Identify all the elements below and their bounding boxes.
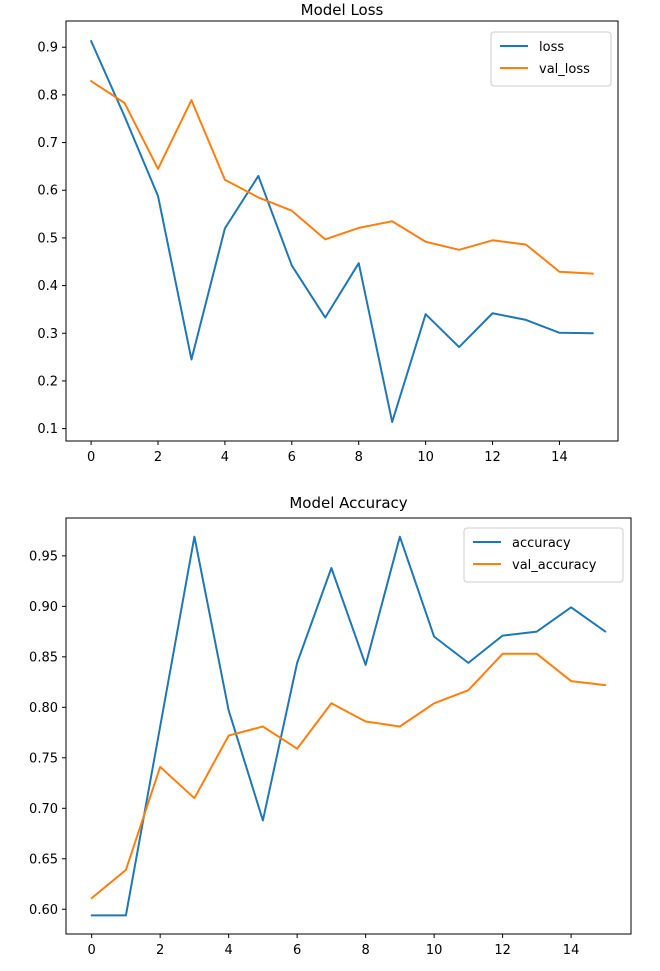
x-tick-label: 12 (494, 943, 511, 958)
x-tick-label: 6 (288, 450, 296, 465)
x-tick-label: 4 (225, 943, 233, 958)
x-tick-label: 2 (154, 450, 162, 465)
x-tick-label: 2 (156, 943, 164, 958)
series-line-val_loss (90, 80, 594, 275)
y-tick-label: 0.95 (29, 549, 58, 564)
y-tick-label: 0.70 (29, 802, 58, 817)
y-tick-label: 0.1 (37, 422, 58, 437)
x-tick-label: 4 (221, 450, 229, 465)
legend-label-val_loss: val_loss (539, 62, 590, 77)
plot-frame (65, 20, 619, 442)
y-tick-label: 0.60 (29, 903, 58, 918)
y-tick-label: 0.4 (37, 279, 58, 294)
series-line-loss (90, 40, 594, 423)
legend-label-val_accuracy: val_accuracy (512, 558, 597, 573)
x-tick-label: 0 (87, 450, 95, 465)
y-tick-label: 0.65 (29, 852, 58, 867)
y-tick-label: 0.80 (29, 701, 58, 716)
chart-0: Model Loss 0 2 4 6 8 10 12 14 0.1 0.2 0.3 0.4 0.5 0.6 0… (37, 1, 619, 465)
chart-1: Model Accuracy 0 2 4 6 8 10 12 14 0.60 0.65 0.70 0.7… (29, 494, 632, 958)
x-tick-label: 14 (563, 943, 580, 958)
y-tick-label: 0.6 (37, 184, 58, 199)
legend-box (463, 527, 624, 583)
chart-title: Model Loss (301, 1, 384, 19)
x-tick-label: 12 (484, 450, 501, 465)
legend-label-accuracy: accuracy (512, 536, 571, 551)
x-tick-label: 0 (88, 943, 96, 958)
x-tick-label: 10 (417, 450, 434, 465)
y-tick-label: 0.2 (37, 374, 58, 389)
x-tick-label: 6 (293, 943, 301, 958)
x-tick-label: 8 (355, 450, 363, 465)
y-tick-label: 0.75 (29, 751, 58, 766)
y-tick-label: 0.8 (37, 88, 58, 103)
x-tick-label: 10 (426, 943, 443, 958)
x-tick-label: 14 (551, 450, 568, 465)
series-line-val_accuracy (90, 652, 607, 900)
plot-frame (65, 517, 632, 935)
y-tick-label: 0.90 (29, 600, 58, 615)
legend-label-loss: loss (539, 40, 564, 55)
y-tick-label: 0.9 (37, 41, 58, 56)
legend: accuracy val_accuracy (463, 527, 624, 583)
chart-title: Model Accuracy (289, 494, 407, 512)
series-line-accuracy (90, 535, 607, 917)
y-tick-label: 0.85 (29, 650, 58, 665)
legend: loss val_loss (490, 31, 612, 87)
y-tick-label: 0.5 (37, 231, 58, 246)
x-tick-label: 8 (361, 943, 369, 958)
y-tick-label: 0.3 (37, 327, 58, 342)
y-tick-label: 0.7 (37, 136, 58, 151)
